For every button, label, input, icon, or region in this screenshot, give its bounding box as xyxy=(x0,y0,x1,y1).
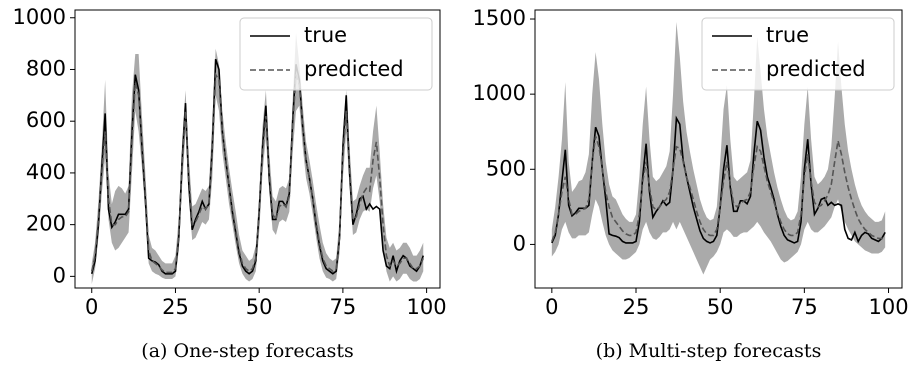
legend-label: predicted xyxy=(766,57,866,81)
legend-label: predicted xyxy=(304,57,404,81)
caption: (a) One-step forecasts xyxy=(141,340,353,362)
y-tick-label: 1000 xyxy=(13,5,66,29)
axes-frame xyxy=(74,9,441,289)
y-tick-label: 1500 xyxy=(473,6,526,30)
y-tick-label: 0 xyxy=(53,263,66,287)
caption: (b) Multi-step forecasts xyxy=(596,340,822,362)
x-tick-label: 0 xyxy=(545,295,558,319)
x-tick-label: 75 xyxy=(330,295,357,319)
series-line xyxy=(551,135,886,242)
x-tick-label: 25 xyxy=(623,295,650,319)
y-tick-label: 0 xyxy=(513,231,526,255)
legend-label: true xyxy=(304,23,347,47)
y-tick-label: 1000 xyxy=(473,81,526,105)
x-tick-label: 75 xyxy=(791,295,818,319)
legend-label: true xyxy=(766,23,809,47)
x-tick-label: 0 xyxy=(85,295,98,319)
y-tick-label: 500 xyxy=(486,156,526,180)
x-tick-label: 50 xyxy=(246,295,273,319)
y-tick-label: 600 xyxy=(26,108,66,132)
series-line xyxy=(90,72,424,274)
axes-frame xyxy=(534,9,903,289)
y-tick-label: 400 xyxy=(26,160,66,184)
x-tick-label: 100 xyxy=(407,295,447,319)
x-tick-label: 25 xyxy=(162,295,189,319)
x-tick-label: 100 xyxy=(868,295,908,319)
x-tick-label: 50 xyxy=(707,295,734,319)
y-tick-label: 200 xyxy=(26,212,66,236)
y-tick-label: 800 xyxy=(26,56,66,80)
